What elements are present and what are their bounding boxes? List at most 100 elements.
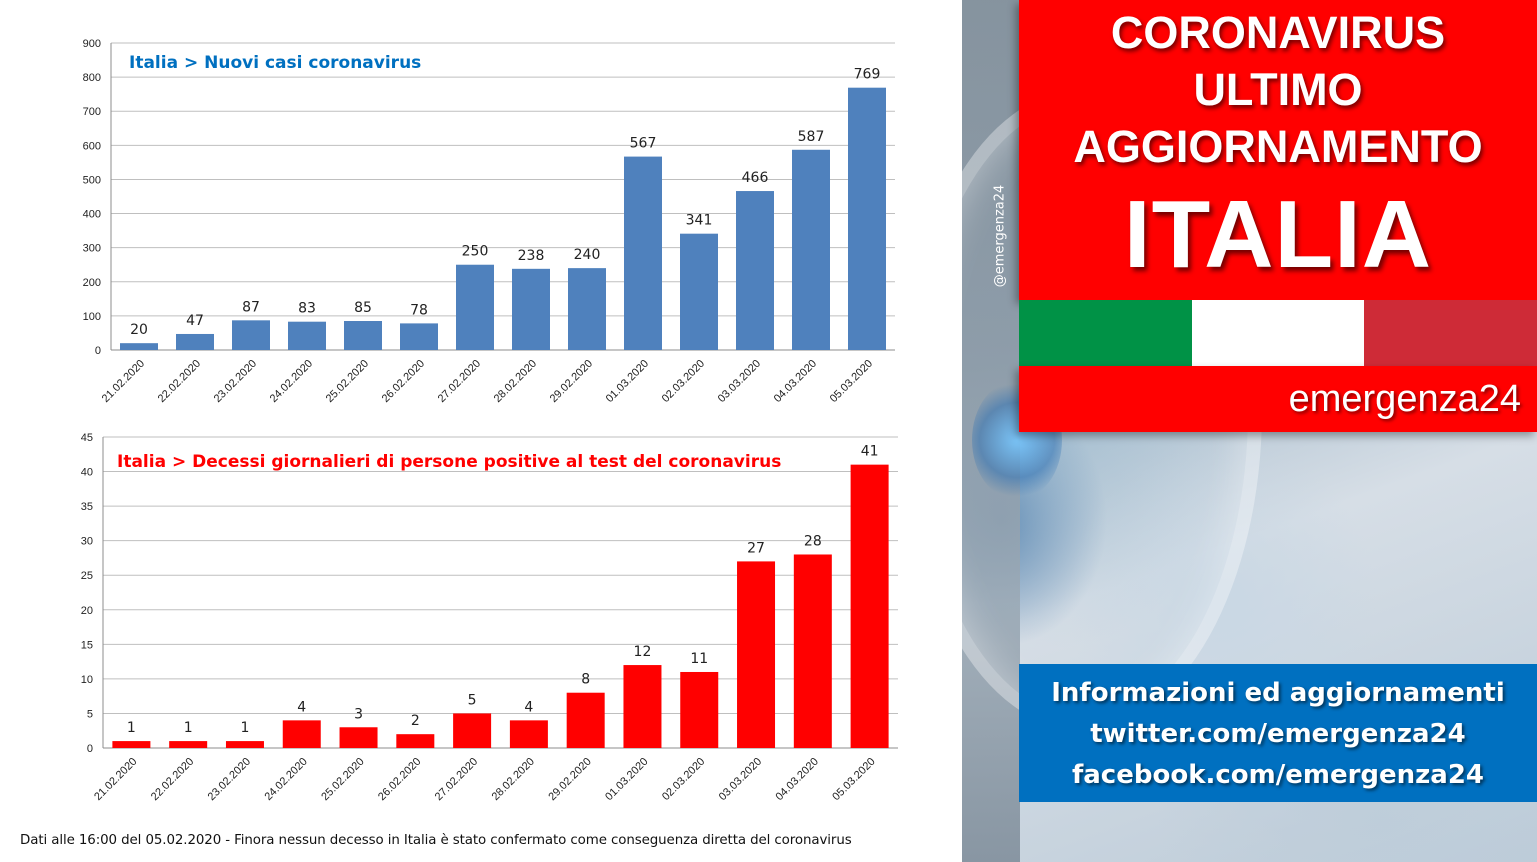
x-tick-label: 02.03.2020 bbox=[660, 756, 707, 803]
data-label: 8 bbox=[581, 672, 590, 688]
data-label: 83 bbox=[298, 301, 316, 317]
bar bbox=[568, 268, 606, 350]
footnote: Dati alle 16:00 del 05.02.2020 - Finora … bbox=[20, 833, 852, 848]
data-label: 341 bbox=[686, 213, 713, 229]
bar bbox=[396, 734, 435, 748]
data-label: 41 bbox=[861, 444, 879, 460]
x-tick-label: 22.02.2020 bbox=[156, 358, 203, 405]
y-tick-label: 0 bbox=[95, 345, 101, 357]
chart-title: Italia > Decessi giornalieri di persone … bbox=[117, 452, 781, 472]
bar bbox=[288, 321, 326, 350]
data-label: 20 bbox=[130, 322, 148, 338]
x-tick-label: 29.02.2020 bbox=[548, 358, 595, 405]
bar bbox=[176, 333, 214, 350]
bar bbox=[509, 720, 548, 748]
brand-name: emergenza24 bbox=[1288, 378, 1521, 420]
italian-flag bbox=[1019, 300, 1537, 366]
x-tick-label: 03.03.2020 bbox=[717, 756, 764, 803]
bar bbox=[737, 561, 776, 748]
new-cases-bar-chart: 0 100 200 300 400 500 600 700 800 900 20 21.02.2020… bbox=[83, 38, 895, 405]
header-line-3: AGGIORNAMENTO bbox=[1073, 121, 1483, 172]
x-tick-label: 29.02.2020 bbox=[546, 756, 593, 803]
x-tick-label: 26.02.2020 bbox=[380, 358, 427, 405]
facebook-link[interactable]: facebook.com/emergenza24 bbox=[1071, 760, 1485, 790]
y-tick-label: 40 bbox=[81, 467, 93, 479]
data-label: 238 bbox=[518, 248, 545, 264]
data-label: 1 bbox=[184, 720, 193, 736]
bar bbox=[169, 741, 208, 748]
y-tick-label: 10 bbox=[81, 674, 93, 686]
x-tick-label: 04.03.2020 bbox=[774, 756, 821, 803]
data-label: 250 bbox=[462, 244, 489, 260]
bar bbox=[680, 233, 718, 350]
info-heading: Informazioni ed aggiornamenti bbox=[1051, 678, 1505, 708]
data-label: 587 bbox=[798, 129, 825, 145]
data-label: 78 bbox=[410, 302, 428, 318]
twitter-link[interactable]: twitter.com/emergenza24 bbox=[1090, 719, 1466, 749]
y-tick-label: 45 bbox=[81, 432, 93, 444]
x-tick-label: 03.03.2020 bbox=[716, 358, 763, 405]
y-tick-label: 700 bbox=[83, 106, 101, 118]
data-label: 769 bbox=[854, 67, 881, 83]
x-tick-label: 24.02.2020 bbox=[268, 358, 315, 405]
y-tick-label: 35 bbox=[81, 501, 93, 513]
bar bbox=[339, 727, 378, 748]
y-tick-label: 400 bbox=[83, 209, 101, 221]
bar bbox=[624, 156, 662, 350]
y-tick-label: 20 bbox=[81, 605, 93, 617]
data-label: 567 bbox=[630, 136, 657, 152]
data-label: 47 bbox=[186, 313, 204, 329]
y-tick-label: 100 bbox=[83, 311, 101, 323]
bar bbox=[792, 149, 830, 350]
data-label: 12 bbox=[634, 644, 652, 660]
flag-white-stripe bbox=[1192, 300, 1364, 366]
data-label: 2 bbox=[411, 713, 420, 729]
y-tick-label: 200 bbox=[83, 277, 101, 289]
y-tick-label: 900 bbox=[83, 38, 101, 50]
x-tick-label: 21.02.2020 bbox=[92, 756, 139, 803]
data-label: 240 bbox=[574, 247, 601, 263]
charts-panel: 0 100 200 300 400 500 600 700 800 900 20 21.02.2020… bbox=[20, 38, 898, 848]
x-tick-label: 05.03.2020 bbox=[828, 358, 875, 405]
header-line-2: ULTIMO bbox=[1193, 64, 1363, 115]
x-tick-label: 28.02.2020 bbox=[492, 358, 539, 405]
bar bbox=[850, 464, 889, 748]
bar bbox=[456, 264, 494, 350]
bar bbox=[566, 692, 605, 748]
x-tick-label: 22.02.2020 bbox=[149, 756, 196, 803]
y-tick-label: 300 bbox=[83, 243, 101, 255]
data-label: 5 bbox=[468, 692, 477, 708]
flag-green-stripe bbox=[1019, 300, 1192, 366]
y-tick-label: 25 bbox=[81, 570, 93, 582]
header-banner: CORONAVIRUS ULTIMO AGGIORNAMENTO ITALIA bbox=[1019, 0, 1537, 300]
gridlines bbox=[111, 42, 895, 351]
x-tick-label: 26.02.2020 bbox=[376, 756, 423, 803]
y-tick-label: 5 bbox=[87, 708, 93, 720]
x-tick-label: 05.03.2020 bbox=[830, 756, 877, 803]
x-tick-label: 25.02.2020 bbox=[324, 358, 371, 405]
y-tick-label: 500 bbox=[83, 174, 101, 186]
data-label: 4 bbox=[297, 699, 306, 715]
data-label: 85 bbox=[354, 300, 372, 316]
x-tick-label: 24.02.2020 bbox=[262, 756, 309, 803]
data-label: 4 bbox=[524, 699, 533, 715]
flag-red-stripe bbox=[1364, 300, 1537, 366]
x-tick-label: 21.02.2020 bbox=[100, 358, 147, 405]
bar bbox=[512, 268, 550, 350]
info-banner: Informazioni ed aggiornamenti twitter.co… bbox=[1019, 664, 1537, 802]
gridlines bbox=[103, 436, 898, 749]
bar bbox=[793, 554, 832, 748]
bar bbox=[344, 321, 382, 350]
data-label: 3 bbox=[354, 706, 363, 722]
bar bbox=[736, 191, 774, 350]
chart-title: Italia > Nuovi casi coronavirus bbox=[129, 53, 421, 73]
x-tick-label: 25.02.2020 bbox=[319, 756, 366, 803]
x-tick-label: 04.03.2020 bbox=[772, 358, 819, 405]
y-tick-label: 600 bbox=[83, 140, 101, 152]
x-tick-label: 23.02.2020 bbox=[206, 756, 253, 803]
data-label: 466 bbox=[742, 170, 769, 186]
data-label: 27 bbox=[747, 540, 765, 556]
watermark-handle: @emergenza24 bbox=[992, 184, 1008, 288]
bar bbox=[680, 671, 719, 748]
data-label: 1 bbox=[241, 720, 250, 736]
